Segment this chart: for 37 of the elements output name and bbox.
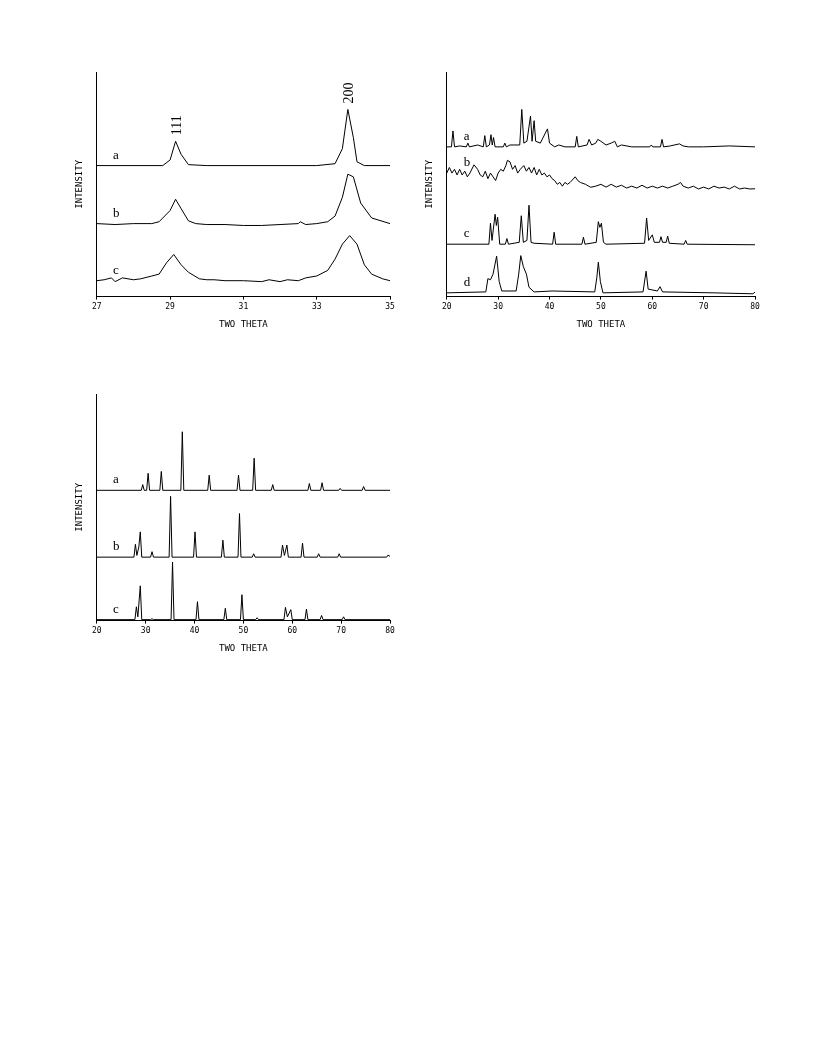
x-tick-label: 27 (91, 302, 102, 312)
x-tick-label: 50 (238, 626, 249, 636)
x-tick-label: 35 (385, 302, 395, 312)
series-label: a (112, 471, 119, 487)
x-tick-label: 30 (493, 302, 504, 312)
x-tick-label: 60 (647, 302, 658, 312)
series-label: c (112, 600, 119, 616)
y-axis-title: INTENSITY (423, 159, 434, 209)
annotation: 200 (340, 82, 356, 104)
x-tick-label: 60 (287, 626, 298, 636)
series-label: c (112, 261, 119, 277)
x-tick-label: 20 (441, 302, 452, 312)
x-axis-title: TWO THETA (576, 318, 626, 329)
x-axis-title: TWO THETA (219, 642, 269, 653)
x-tick-label: 40 (189, 626, 200, 636)
x-tick-label: 70 (336, 626, 347, 636)
x-tick-label: 40 (544, 302, 555, 312)
x-tick-label: 33 (311, 302, 322, 312)
x-axis-title: TWO THETA (219, 318, 269, 329)
x-tick-label: 31 (238, 302, 249, 312)
series-label: c (463, 225, 470, 241)
x-tick-label: 80 (385, 626, 395, 636)
x-tick-label: 80 (750, 302, 760, 312)
series-label: b (112, 538, 120, 554)
series-label: b (112, 204, 120, 220)
y-axis-title: INTENSITY (73, 482, 84, 532)
x-tick-label: 70 (698, 302, 709, 312)
x-tick-label: 20 (91, 626, 102, 636)
x-tick-label: 30 (140, 626, 151, 636)
y-axis-title: INTENSITY (73, 159, 84, 209)
series-label: a (112, 146, 119, 162)
series-label: b (463, 154, 471, 170)
x-tick-label: 50 (596, 302, 606, 312)
series-label: d (463, 273, 471, 289)
annotation: 111 (168, 115, 184, 136)
series-label: a (463, 127, 470, 143)
x-tick-label: 29 (165, 302, 176, 312)
